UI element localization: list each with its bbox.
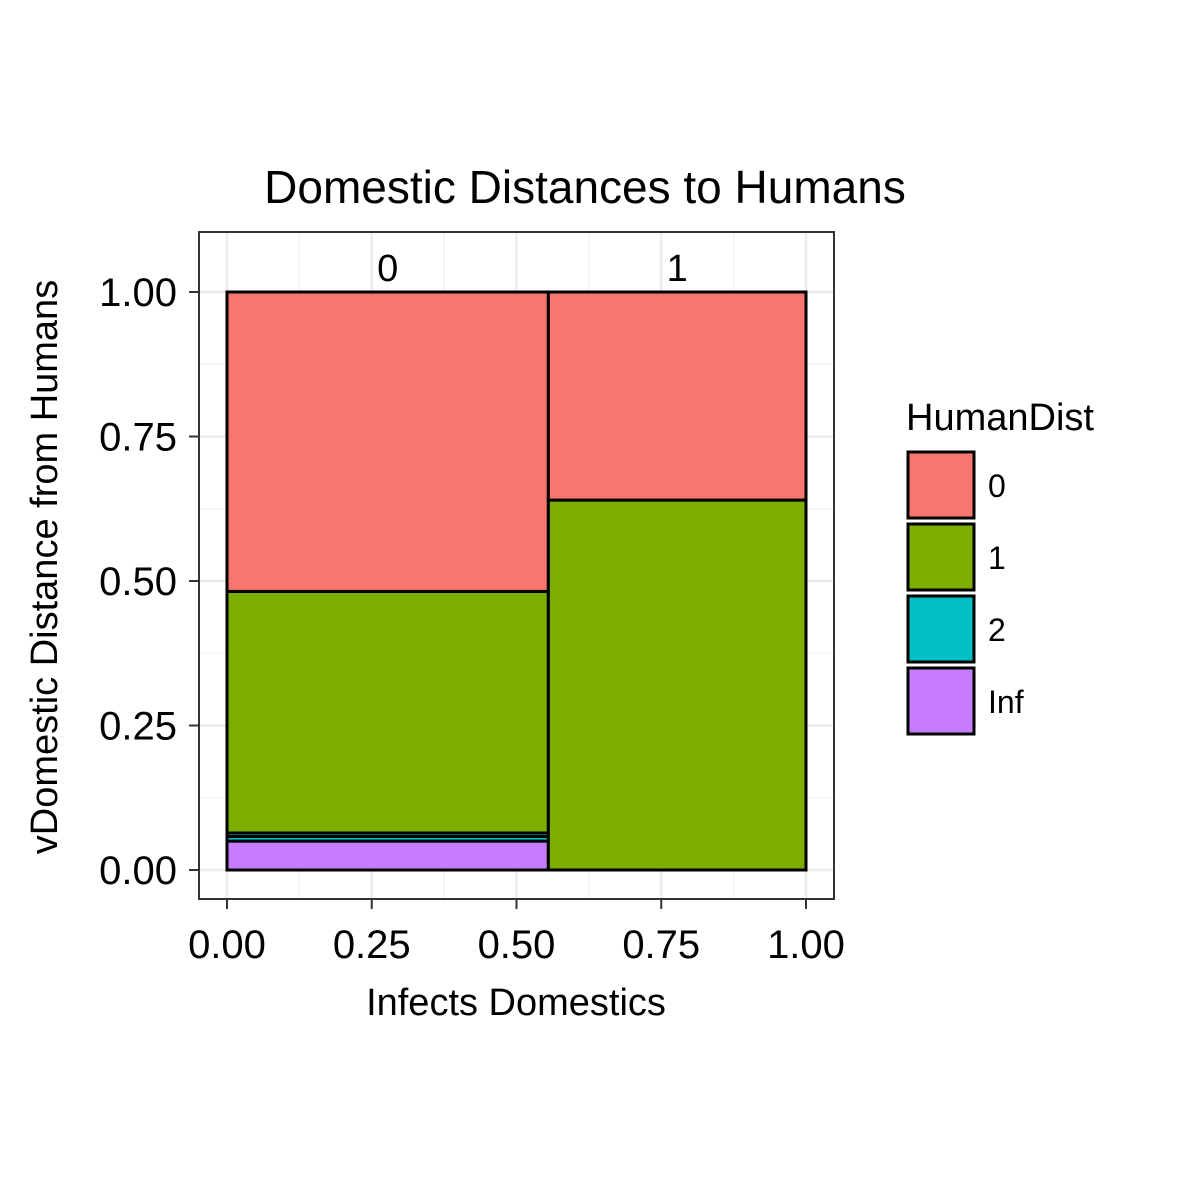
chart-title: Domestic Distances to Humans [264,161,906,213]
y-tick-label: 0.75 [99,416,177,460]
legend-label: 2 [988,612,1006,648]
legend-key-2 [906,594,976,664]
legend-key-0 [906,450,976,520]
x-axis-title: Infects Domestics [366,982,666,1024]
y-tick-label: 0.00 [99,849,177,893]
y-tick-label: 0.50 [99,560,177,604]
mosaic-tile-0-0 [225,290,550,593]
x-tick-label: 0.75 [622,923,700,967]
x-tick-label: 0.25 [333,923,411,967]
legend-key-1 [906,522,976,592]
mosaic-tile-0-inf [225,839,550,872]
column-label: 1 [667,248,688,290]
axes: 0.00 0.25 0.50 0.75 1.00 0.00 0.25 0.50 0.75 1.00 [99,271,845,967]
mosaic-tile-1-0 [546,290,808,502]
legend-label: 0 [988,468,1006,504]
legend: HumanDist 0 1 2 Inf [906,397,1094,736]
legend-label: Inf [988,684,1024,720]
legend-key-inf [906,666,976,736]
column-label: 0 [377,248,398,290]
y-axis-title: vDomestic Distance from Humans [24,280,66,854]
y-tick-label: 0.25 [99,705,177,749]
legend-label: 1 [988,540,1006,576]
mosaic-tile-1-1 [546,498,808,872]
legend-title: HumanDist [906,397,1094,439]
x-tick-label: 0.00 [188,923,266,967]
mosaic-tile-0-1 [225,589,550,835]
x-tick-label: 1.00 [767,923,845,967]
x-tick-label: 0.50 [478,923,556,967]
y-tick-label: 1.00 [99,271,177,315]
